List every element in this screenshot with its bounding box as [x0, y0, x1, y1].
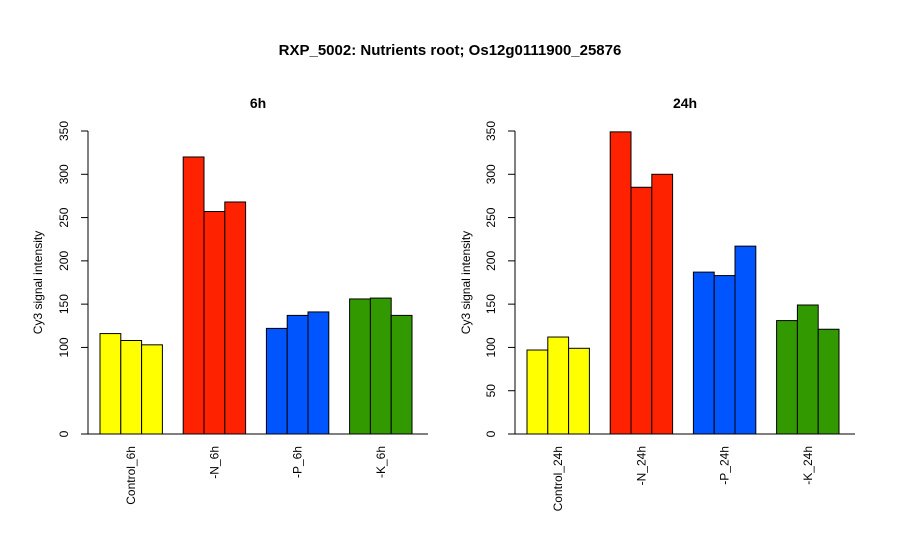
y-tick-label: 300 — [484, 164, 498, 184]
main-title: RXP_5002: Nutrients root; Os12g0111900_2… — [279, 42, 622, 59]
y-tick-label: 150 — [484, 294, 498, 314]
bar — [224, 201, 247, 435]
bar — [369, 297, 392, 435]
y-axis-label: Cy3 signal intensity — [31, 231, 45, 334]
panel-title: 24h — [673, 95, 697, 111]
bar — [349, 298, 371, 435]
bar — [99, 333, 122, 435]
x-category-label: -N_24h — [634, 446, 648, 485]
y-tick-label: 350 — [57, 121, 71, 141]
y-tick-label: 0 — [484, 430, 498, 437]
x-category-label: Control_24h — [551, 446, 565, 511]
bar — [526, 349, 549, 435]
y-tick-label: 100 — [57, 337, 71, 357]
x-category-label: -K_6h — [374, 446, 388, 478]
bar — [692, 271, 715, 435]
bar — [796, 304, 819, 435]
x-category-label: -K_24h — [801, 446, 815, 485]
panel-title: 6h — [250, 95, 266, 111]
y-tick-label: 150 — [57, 294, 71, 314]
x-category-label: -P_6h — [291, 446, 305, 478]
bar — [182, 156, 205, 435]
bar — [203, 211, 226, 435]
y-tick-label: 200 — [57, 251, 71, 271]
bar — [286, 314, 309, 435]
bar — [630, 186, 653, 435]
y-axis-label: Cy3 signal intensity — [459, 231, 473, 334]
x-category-label: Control_6h — [124, 446, 138, 505]
y-tick-label: 350 — [484, 121, 498, 141]
y-tick-label: 100 — [484, 337, 498, 357]
bar — [734, 245, 757, 435]
bar — [609, 131, 632, 435]
y-tick-label: 200 — [484, 251, 498, 271]
bar — [713, 275, 736, 435]
bar — [120, 340, 143, 435]
y-tick-label: 0 — [57, 430, 71, 437]
bar — [141, 344, 163, 435]
bar — [390, 314, 413, 435]
bar — [568, 347, 590, 435]
bar — [817, 328, 840, 435]
bar — [776, 320, 798, 435]
bar — [307, 311, 330, 435]
x-category-label: -N_6h — [207, 446, 221, 479]
x-category-label: -P_24h — [718, 446, 732, 485]
bar — [547, 336, 570, 435]
bar — [651, 173, 674, 435]
y-tick-label: 300 — [57, 164, 71, 184]
panel-24h: 24h 0 50 100 150 200 250 300 350 Cy3 signal inten… — [459, 95, 855, 511]
bar — [265, 327, 288, 435]
y-tick-label: 50 — [484, 384, 498, 398]
panel-6h: 6h 0 100 150 200 250 300 350 Cy3 signal intensit… — [31, 95, 428, 505]
y-tick-label: 250 — [484, 207, 498, 227]
y-tick-label: 250 — [57, 207, 71, 227]
